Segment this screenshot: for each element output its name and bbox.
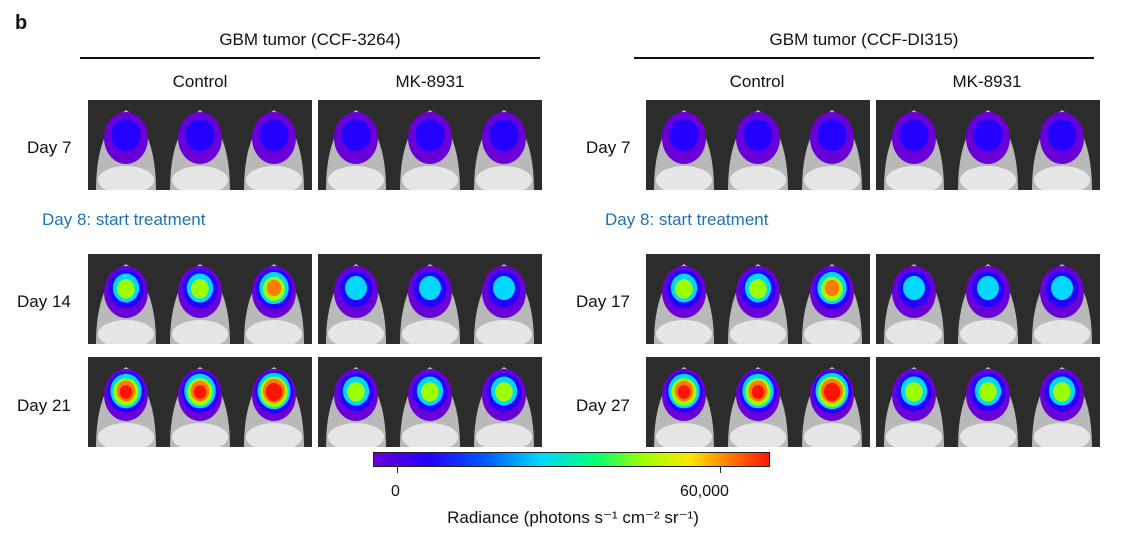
group-title-ccf-3264: GBM tumor (CCF-3264) (219, 30, 401, 49)
column-label-control: Control (729, 72, 785, 91)
column-label-control: Control (172, 72, 228, 91)
bioluminescence-image (646, 254, 870, 344)
bioluminescence-image (646, 100, 870, 190)
treatment-label: Day 8: start treatment (42, 210, 206, 229)
day-label: Day 27 (576, 396, 630, 415)
bioluminescence-image (318, 254, 542, 344)
colorbar-tick-min (397, 467, 398, 473)
panel-letter: b (15, 12, 28, 34)
group-title-ccf-di315: GBM tumor (CCF-DI315) (769, 30, 959, 49)
bioluminescence-image (88, 357, 312, 447)
bioluminescence-image (88, 254, 312, 344)
colorbar-tick-max (720, 467, 721, 473)
bioluminescence-image (876, 100, 1100, 190)
bioluminescence-image (876, 357, 1100, 447)
group-rule-ccf-di315 (634, 57, 1094, 59)
group-rule-ccf-3264 (80, 57, 540, 59)
bioluminescence-image (88, 100, 312, 190)
day-label: Day 7 (27, 138, 72, 157)
radiance-colorbar (373, 452, 770, 467)
colorbar-title: Radiance (photons s⁻¹ cm⁻² sr⁻¹) (447, 508, 699, 527)
bioluminescence-image (318, 357, 542, 447)
day-label: Day 21 (17, 396, 71, 415)
treatment-label: Day 8: start treatment (605, 210, 769, 229)
colorbar-max-label: 60,000 (680, 483, 729, 500)
column-label-mk8931: MK-8931 (395, 72, 465, 91)
bioluminescence-image (318, 100, 542, 190)
day-label: Day 7 (586, 138, 631, 157)
column-label-mk8931: MK-8931 (952, 72, 1022, 91)
colorbar-min-label: 0 (391, 483, 400, 500)
bioluminescence-image (646, 357, 870, 447)
day-label: Day 14 (17, 292, 71, 311)
day-label: Day 17 (576, 292, 630, 311)
bioluminescence-image (876, 254, 1100, 344)
